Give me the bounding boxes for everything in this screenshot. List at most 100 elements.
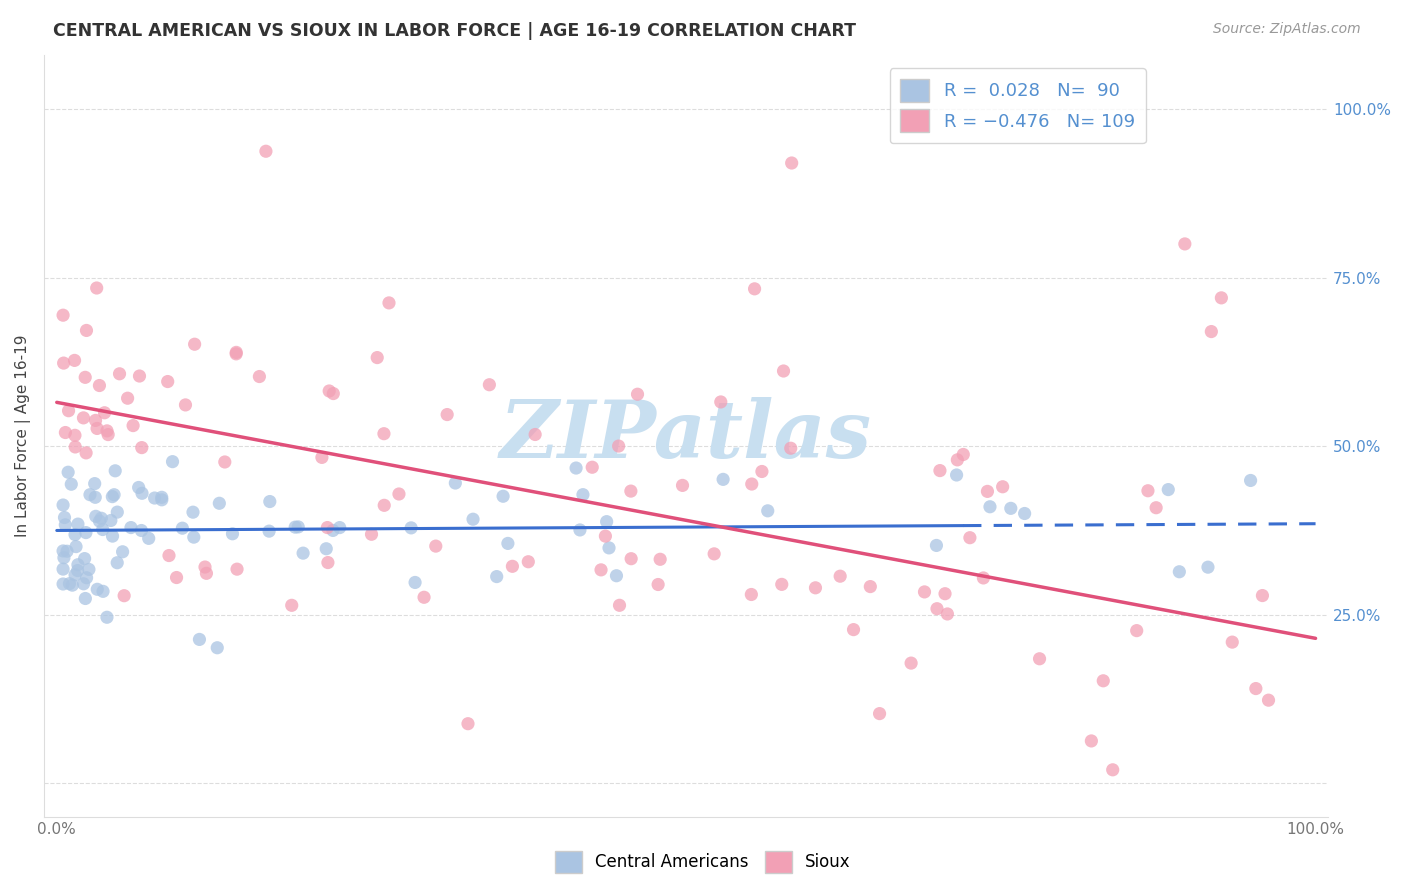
Point <box>1157 483 1180 497</box>
Point <box>925 538 948 552</box>
Point <box>254 145 277 159</box>
Point <box>1211 291 1233 305</box>
Point <box>208 496 231 510</box>
Point <box>1201 325 1223 339</box>
Point <box>936 607 959 621</box>
Point <box>457 716 479 731</box>
Point <box>1092 673 1115 688</box>
Point <box>1125 624 1147 638</box>
Point <box>63 353 86 368</box>
Point <box>89 514 111 528</box>
Point <box>104 464 127 478</box>
Point <box>360 527 382 541</box>
Point <box>711 472 734 486</box>
Point <box>650 552 672 566</box>
Point <box>626 387 648 401</box>
Point <box>138 532 160 546</box>
Point <box>366 351 388 365</box>
Point <box>1257 693 1279 707</box>
Point <box>86 582 108 597</box>
Point <box>568 523 591 537</box>
Point <box>647 577 669 591</box>
Point <box>195 566 218 581</box>
Point <box>524 427 547 442</box>
Point <box>247 369 270 384</box>
Point <box>79 488 101 502</box>
Point <box>1080 734 1102 748</box>
Point <box>207 640 229 655</box>
Point <box>76 571 98 585</box>
Point <box>120 520 142 534</box>
Point <box>131 441 153 455</box>
Point <box>780 156 803 170</box>
Point <box>607 439 630 453</box>
Point <box>572 488 595 502</box>
Point <box>1251 589 1274 603</box>
Point <box>63 527 86 541</box>
Point <box>315 541 337 556</box>
Y-axis label: In Labor Force | Age 16-19: In Labor Force | Age 16-19 <box>15 334 31 537</box>
Point <box>174 398 197 412</box>
Point <box>83 476 105 491</box>
Point <box>84 413 107 427</box>
Point <box>97 427 120 442</box>
Point <box>60 578 83 592</box>
Point <box>842 623 865 637</box>
Point <box>188 632 211 647</box>
Point <box>492 489 515 503</box>
Point <box>60 477 83 491</box>
Point <box>329 520 352 534</box>
Point <box>111 545 134 559</box>
Point <box>925 601 948 615</box>
Point <box>56 465 79 479</box>
Point <box>194 560 217 574</box>
Point <box>859 580 882 594</box>
Point <box>1101 763 1123 777</box>
Point <box>226 562 249 576</box>
Point <box>284 520 307 534</box>
Point <box>671 478 693 492</box>
Point <box>322 386 344 401</box>
Point <box>96 610 118 624</box>
Point <box>183 337 205 351</box>
Point <box>105 505 128 519</box>
Point <box>122 418 145 433</box>
Point <box>162 455 184 469</box>
Point <box>413 591 436 605</box>
Point <box>1168 565 1191 579</box>
Point <box>172 521 194 535</box>
Point <box>91 523 114 537</box>
Point <box>605 568 627 582</box>
Point <box>478 377 501 392</box>
Point <box>86 421 108 435</box>
Point <box>117 391 139 405</box>
Point <box>63 428 86 442</box>
Point <box>65 440 87 454</box>
Point <box>157 549 180 563</box>
Point <box>58 403 80 417</box>
Point <box>66 564 89 578</box>
Point <box>72 576 94 591</box>
Point <box>259 494 281 508</box>
Point <box>581 460 603 475</box>
Point <box>501 559 523 574</box>
Point <box>131 486 153 500</box>
Point <box>166 570 188 584</box>
Point <box>779 442 801 456</box>
Point <box>75 525 97 540</box>
Legend: R =  0.028   N=  90, R = −0.476   N= 109: R = 0.028 N= 90, R = −0.476 N= 109 <box>890 68 1146 144</box>
Point <box>143 491 166 505</box>
Point <box>96 424 118 438</box>
Point <box>929 464 952 478</box>
Point <box>150 492 173 507</box>
Point <box>1174 236 1197 251</box>
Point <box>914 585 936 599</box>
Point <box>830 569 852 583</box>
Point <box>58 576 80 591</box>
Point <box>86 281 108 295</box>
Point <box>156 375 179 389</box>
Legend: Central Americans, Sioux: Central Americans, Sioux <box>548 845 858 880</box>
Point <box>425 539 447 553</box>
Point <box>128 480 150 494</box>
Point <box>741 477 763 491</box>
